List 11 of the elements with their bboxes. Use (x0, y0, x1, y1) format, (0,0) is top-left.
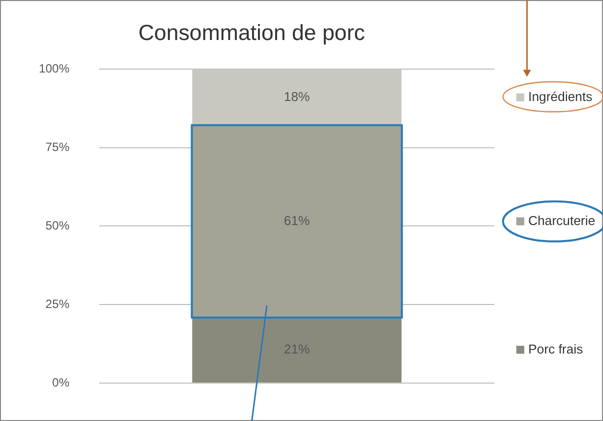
y-tick-label: 50% (46, 218, 70, 232)
data-label: 61% (284, 212, 310, 228)
y-tick-label: 75% (46, 140, 70, 154)
y-tick-label: 25% (46, 296, 70, 311)
data-label: 18% (284, 88, 310, 104)
legend-label: Ingrédients (528, 88, 592, 104)
y-tick-label: 0% (52, 375, 70, 390)
legend-label: Charcuterie (528, 212, 596, 228)
chart-title: Consommation de porc (138, 20, 366, 46)
legend-label: Porc frais (528, 341, 583, 356)
y-tick-label: 100% (38, 61, 70, 76)
